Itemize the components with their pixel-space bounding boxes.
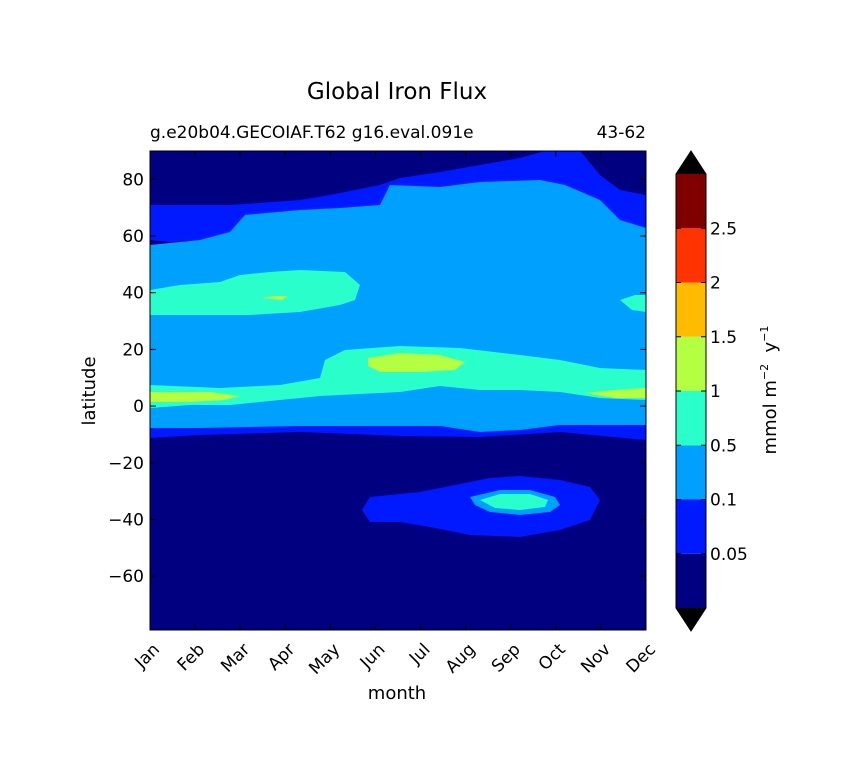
colorbar-outline [675, 150, 707, 632]
y-tick-label: 60 [122, 227, 144, 247]
chart-subtitle-right: 43-62 [597, 123, 646, 143]
colorbar-extend-bottom [676, 608, 706, 631]
chart-title: Global Iron Flux [307, 79, 487, 105]
colorbar-tick-label: 0.1 [710, 491, 737, 511]
y-axis-label: latitude [79, 356, 100, 425]
colorbar-segment [676, 336, 706, 391]
region-level-0.5-east [620, 295, 646, 312]
colorbar-label: mmol m−2 y−1 [758, 326, 781, 455]
plot-frame [149, 150, 647, 631]
colorbar-segment [676, 391, 706, 446]
x-tick-label: Sep [488, 640, 525, 677]
region-level-1-west [150, 392, 240, 402]
colorbar-label-sup2: −1 [758, 326, 771, 342]
region-level-1-dec [585, 388, 646, 398]
colorbar-label-mid: y [760, 341, 781, 363]
x-tick-label: Oct [535, 640, 570, 675]
x-tick-label: May [305, 640, 344, 679]
colorbar-extend-top [676, 151, 706, 174]
x-tick-label: Nov [577, 640, 615, 678]
colorbar-label-text: mmol m [760, 380, 781, 454]
colorbar-segment [676, 553, 706, 608]
y-tick-label: −20 [108, 454, 144, 474]
colorbar-tick-label: 0.5 [710, 436, 737, 456]
y-tick-label: −60 [108, 567, 144, 587]
colorbar-tick-label: 0.05 [710, 545, 748, 565]
x-tick-label: Aug [442, 640, 480, 678]
y-axis: 80 60 40 20 0 −20 −40 −60 [108, 170, 646, 587]
x-tick-label: Jan [131, 640, 164, 673]
y-tick-label: 0 [133, 397, 144, 417]
region-level-1-jul [368, 353, 465, 372]
colorbar-segment [676, 174, 706, 229]
colorbar-tick-label: 1 [710, 382, 721, 402]
colorbar: 0.05 0.1 0.5 1 1.5 2 2.5 [675, 150, 748, 632]
x-tick-label: Jul [405, 640, 434, 669]
colorbar-segment [676, 499, 706, 554]
colorbar-tick-label: 2.5 [710, 219, 737, 239]
x-axis-label: month [368, 683, 426, 704]
y-tick-label: −40 [108, 510, 144, 530]
x-tick-label: Mar [217, 640, 254, 677]
x-tick-label: Dec [623, 640, 660, 677]
plot-area [149, 150, 647, 631]
region-level-1-apr [262, 296, 288, 300]
colorbar-tick-label: 1.5 [710, 328, 737, 348]
region-level-0.5-north [150, 270, 360, 315]
y-tick-label: 80 [122, 170, 144, 190]
y-tick-label: 40 [122, 284, 144, 304]
colorbar-segment [676, 282, 706, 337]
chart-subtitle-left: g.e20b04.GECOIAF.T62 g16.eval.091e [150, 123, 474, 143]
x-tick-label: Feb [174, 640, 209, 675]
colorbar-segment [676, 445, 706, 500]
region-level-0.5-south [480, 494, 548, 510]
y-tick-label: 20 [122, 340, 144, 360]
x-tick-label: Jun [356, 640, 390, 674]
colorbar-label-sup1: −2 [758, 364, 771, 380]
x-tick-label: Apr [264, 640, 299, 675]
region-level-0.5-tropics [150, 346, 646, 408]
colorbar-tick-label: 2 [710, 274, 721, 294]
colorbar-segment [676, 228, 706, 283]
